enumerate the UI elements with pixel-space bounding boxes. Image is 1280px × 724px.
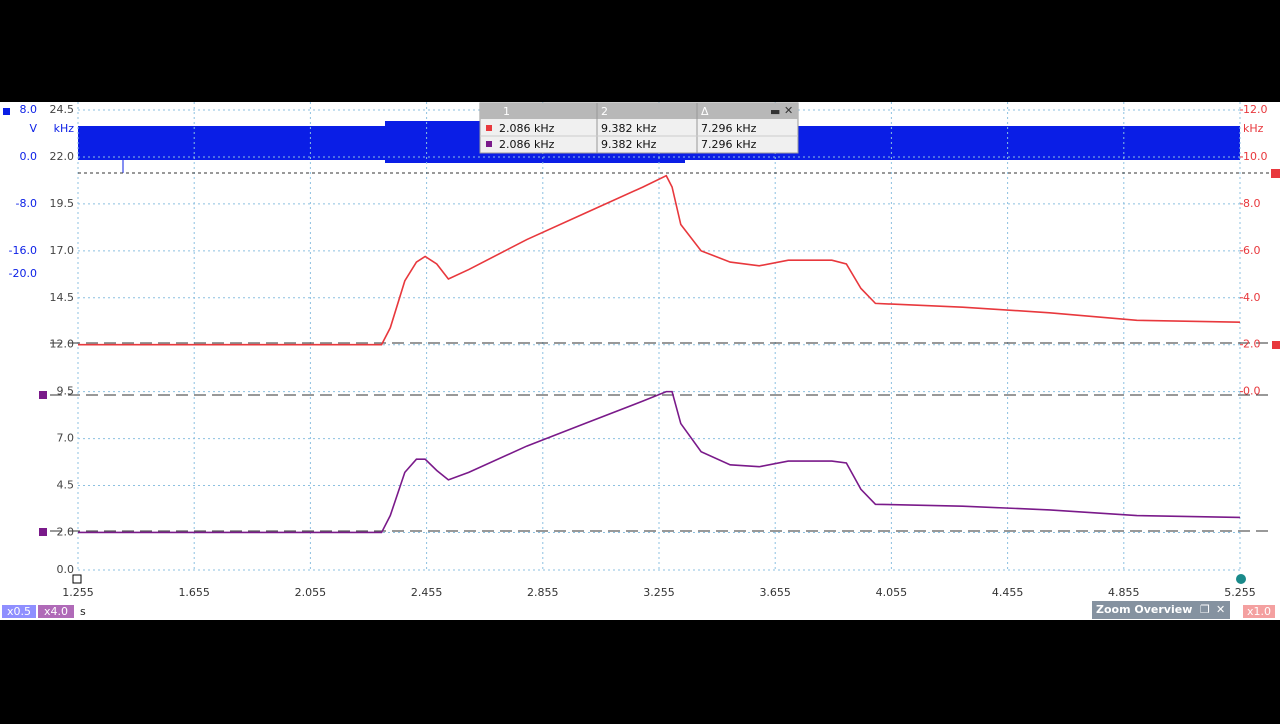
zoom-overview-panel[interactable] xyxy=(1092,601,1230,619)
y-unit: kHz xyxy=(54,122,75,135)
ruler-handle[interactable] xyxy=(1271,169,1280,178)
trace xyxy=(78,174,1241,346)
y-tick-label: 2.0 xyxy=(57,525,75,538)
trace xyxy=(78,390,1241,534)
zoom-label: x0.5 xyxy=(7,605,31,618)
zoom-button[interactable] xyxy=(38,605,74,618)
table-cell: 9.382 kHz xyxy=(601,138,657,151)
x-tick-label: 3.255 xyxy=(643,586,675,599)
table-cell: 7.296 kHz xyxy=(701,138,757,151)
x-tick-label: 2.055 xyxy=(295,586,327,599)
x-tick-label: 1.255 xyxy=(62,586,94,599)
x-tick-label: 5.255 xyxy=(1224,586,1256,599)
voltage-label: -16.0 xyxy=(9,244,37,257)
y-tick-label: 14.5 xyxy=(50,291,75,304)
measurements-table: ▬ ✕ 1 2 Δ 2.086 kHz 9.382 kHz 7.296 kHz 2.086 … xyxy=(479,102,799,154)
start-marker[interactable] xyxy=(72,574,82,584)
voltage-label: -20.0 xyxy=(9,267,37,280)
y2-tick-label: 8.0 xyxy=(1243,197,1261,210)
y2-tick-label: 6.0 xyxy=(1243,244,1261,257)
y-tick-label: 22.0 xyxy=(50,150,75,163)
plot-background xyxy=(0,102,1280,620)
table-header-cell: 1 xyxy=(503,105,510,118)
zoom-label: x1.0 xyxy=(1247,605,1271,618)
y-tick-label: 24.5 xyxy=(50,103,75,116)
zoom-button[interactable] xyxy=(1243,605,1275,618)
minimize-button[interactable]: ▬ xyxy=(770,105,780,118)
row-icon xyxy=(486,125,492,131)
zoom-button[interactable] xyxy=(2,605,36,618)
voltage-label: 8.0 xyxy=(20,103,38,116)
ruler-handle[interactable] xyxy=(39,528,47,536)
y-tick-label: 17.0 xyxy=(50,244,75,257)
x-tick-label: 2.455 xyxy=(411,586,443,599)
voltage-label: 0.0 xyxy=(20,150,38,163)
y2-tick-label: 0.0 xyxy=(1243,385,1261,398)
y-tick-label: 12.0 xyxy=(50,338,75,351)
x-tick-label: 2.855 xyxy=(527,586,559,599)
table-header-cell: 2 xyxy=(601,105,608,118)
y-tick-label: 7.0 xyxy=(57,432,75,445)
x-unit: s xyxy=(80,605,86,618)
y2-tick-label: 2.0 xyxy=(1243,338,1261,351)
table-header-cell: Δ xyxy=(701,105,709,118)
channel-a-icon xyxy=(3,108,10,115)
zoom-label: x4.0 xyxy=(44,605,68,618)
close-button[interactable]: ✕ xyxy=(784,104,793,117)
close-button[interactable]: ✕ xyxy=(1216,603,1225,616)
y2-unit: kHz xyxy=(1243,122,1264,135)
y-tick-label: 0.0 xyxy=(57,563,75,576)
restore-button[interactable]: ❐ xyxy=(1200,603,1210,616)
y2-tick-label: 10.0 xyxy=(1243,150,1268,163)
y-tick-label: 9.5 xyxy=(57,385,75,398)
voltage-label: V xyxy=(29,122,37,135)
voltage-label: -8.0 xyxy=(16,197,37,210)
ruler-handle[interactable] xyxy=(1272,341,1280,349)
table-cell: 7.296 kHz xyxy=(701,122,757,135)
x-tick-label: 1.655 xyxy=(178,586,210,599)
y-tick-label: 19.5 xyxy=(50,197,75,210)
row-icon xyxy=(486,141,492,147)
ruler-handle[interactable] xyxy=(39,391,47,399)
zoom-overview-title: Zoom Overview xyxy=(1096,603,1192,616)
y2-tick-label: 12.0 xyxy=(1243,103,1268,116)
table-header xyxy=(480,103,798,119)
table-cell: 2.086 kHz xyxy=(499,122,555,135)
x-tick-label: 4.055 xyxy=(876,586,908,599)
x-tick-label: 4.455 xyxy=(992,586,1024,599)
x-tick-label: 3.655 xyxy=(759,586,791,599)
y2-tick-label: 4.0 xyxy=(1243,291,1261,304)
x-tick-label: 4.855 xyxy=(1108,586,1140,599)
table-cell: 9.382 kHz xyxy=(601,122,657,135)
y-tick-label: 4.5 xyxy=(57,479,75,492)
end-marker[interactable] xyxy=(1236,574,1246,584)
table-cell: 2.086 kHz xyxy=(499,138,555,151)
